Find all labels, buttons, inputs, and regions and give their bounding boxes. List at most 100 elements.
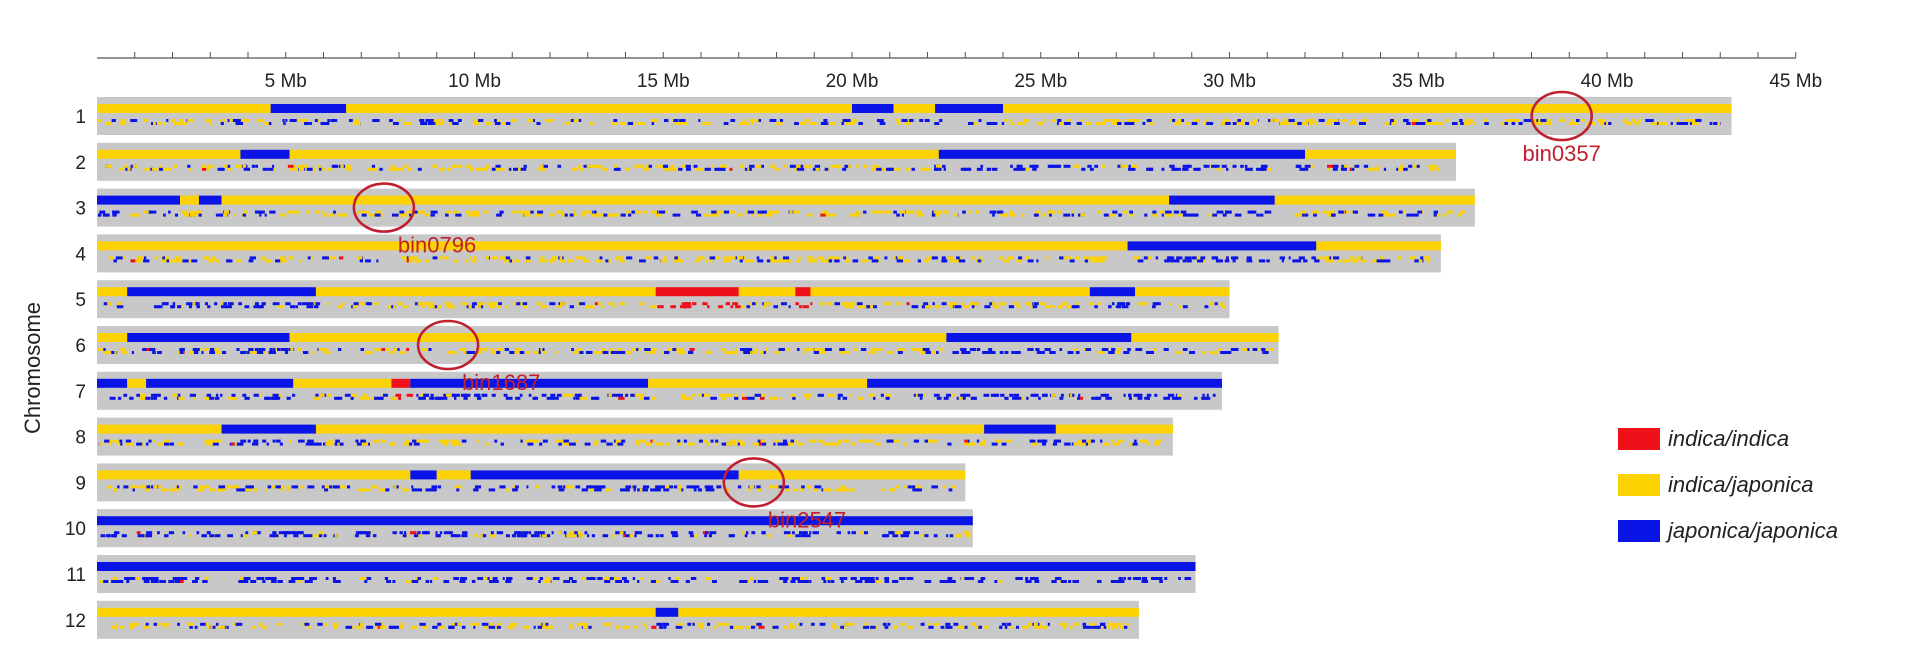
marker (881, 488, 885, 492)
marker (831, 442, 838, 446)
marker (432, 625, 438, 629)
marker (1173, 210, 1180, 214)
marker (267, 485, 272, 489)
marker (834, 256, 841, 260)
marker (990, 393, 995, 397)
marker (735, 305, 740, 309)
marker (575, 396, 581, 400)
marker (1292, 259, 1298, 263)
marker (253, 305, 259, 309)
marker (1079, 442, 1086, 446)
marker (863, 622, 867, 626)
marker (660, 259, 667, 263)
marker (928, 439, 932, 443)
marker (277, 305, 284, 309)
marker (199, 485, 205, 489)
marker (579, 302, 586, 306)
marker (1098, 122, 1106, 125)
marker (634, 164, 638, 168)
marker (309, 122, 312, 125)
marker (583, 625, 589, 629)
marker (525, 256, 531, 260)
marker (1117, 439, 1125, 443)
marker (960, 302, 965, 306)
marker (359, 622, 363, 626)
marker (1230, 256, 1235, 260)
marker (1147, 351, 1155, 354)
marker (783, 625, 789, 629)
marker (1082, 625, 1090, 629)
marker (1240, 164, 1244, 168)
marker (849, 213, 854, 217)
marker (949, 393, 955, 397)
marker (569, 531, 573, 535)
chromosome-8: 8 (75, 417, 1173, 456)
marker (1133, 577, 1140, 580)
marker (674, 577, 680, 580)
marker (168, 531, 172, 535)
marker (584, 442, 591, 446)
marker (1072, 305, 1080, 309)
marker (674, 256, 678, 260)
marker (202, 167, 207, 171)
marker (170, 531, 175, 535)
marker (1071, 213, 1075, 217)
marker (179, 348, 185, 351)
marker (659, 485, 667, 489)
marker (1075, 351, 1080, 354)
marker (1645, 119, 1652, 122)
marker (542, 534, 547, 538)
marker (524, 213, 531, 217)
genotype-block (655, 287, 739, 297)
marker (109, 396, 116, 400)
marker (643, 485, 650, 489)
marker (547, 119, 555, 122)
marker (513, 485, 519, 489)
marker (1060, 580, 1066, 583)
marker (541, 393, 547, 397)
marker (1416, 259, 1423, 263)
marker (453, 393, 460, 397)
marker (270, 351, 276, 354)
marker (105, 122, 112, 125)
marker (954, 305, 962, 309)
marker (924, 580, 932, 583)
marker (892, 580, 898, 583)
marker (164, 625, 167, 629)
marker (932, 256, 938, 260)
marker (1403, 167, 1408, 171)
marker (107, 485, 113, 489)
marker (1154, 442, 1160, 446)
marker (304, 580, 311, 583)
marker (306, 302, 314, 306)
marker (1338, 259, 1341, 263)
marker (737, 439, 743, 443)
marker (885, 396, 890, 400)
marker (120, 122, 127, 125)
marker (502, 122, 506, 125)
marker (253, 488, 258, 492)
marker (779, 396, 782, 400)
marker (700, 622, 703, 626)
marker (242, 164, 247, 168)
legend-swatch (1618, 520, 1660, 542)
marker (1403, 119, 1409, 122)
marker (792, 531, 795, 535)
marker (744, 580, 748, 583)
chromosome-background (97, 234, 1441, 273)
marker (391, 213, 399, 217)
marker (459, 348, 466, 351)
marker (1123, 210, 1128, 214)
marker (1247, 348, 1250, 351)
marker (324, 485, 329, 489)
marker (463, 396, 468, 400)
marker (417, 531, 421, 535)
marker (1112, 210, 1118, 214)
marker-texture (109, 393, 1216, 400)
marker (258, 393, 262, 397)
marker (817, 485, 822, 489)
genotype-block (240, 149, 290, 159)
marker (600, 213, 604, 217)
marker (1124, 122, 1132, 125)
chromosome-background (97, 417, 1173, 456)
